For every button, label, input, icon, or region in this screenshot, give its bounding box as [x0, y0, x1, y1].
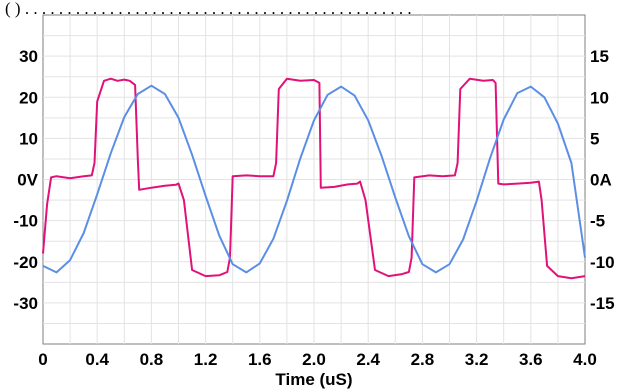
x-axis-title: Time (uS)	[275, 370, 352, 389]
grid	[43, 15, 585, 344]
x-tick-label: 2.8	[411, 350, 435, 369]
y-right-tick-label: 0A	[590, 171, 612, 190]
x-tick-label: 3.6	[519, 350, 543, 369]
y-left-tick-label: -30	[13, 294, 38, 313]
y-right-tick-label: 10	[590, 88, 609, 107]
x-tick-label: 2.0	[302, 350, 326, 369]
series-line-voltage	[42, 77, 586, 280]
x-tick-label: 2.4	[356, 350, 380, 369]
x-tick-label: 0.8	[140, 350, 164, 369]
tick-labels: 0 0.4 0.8 1.2 1.6 2.0 2.4 2.8 3.2 3.6 4.0 30 20 10 0V -…	[13, 47, 614, 369]
y-left-tick-label: 0V	[17, 171, 38, 190]
y-right-tick-label: -10	[590, 253, 615, 272]
x-tick-label: 1.2	[194, 350, 218, 369]
series-layer	[42, 77, 586, 280]
y-right-tick-label: -15	[590, 294, 615, 313]
y-left-tick-label: 10	[19, 129, 38, 148]
x-tick-label: 0.4	[85, 350, 109, 369]
y-left-tick-label: 30	[19, 47, 38, 66]
y-right-tick-label: 15	[590, 47, 609, 66]
top-caption: ( ) . . . . . . . . . . . . . . . . . . …	[5, 0, 412, 18]
series-line-current	[42, 84, 586, 274]
x-tick-label: 3.2	[465, 350, 489, 369]
x-tick-label: 4.0	[573, 350, 597, 369]
x-tick-label: 0	[38, 350, 47, 369]
y-left-tick-label: -10	[13, 212, 38, 231]
x-tick-label: 1.6	[248, 350, 272, 369]
y-left-tick-label: 20	[19, 88, 38, 107]
y-right-tick-label: 5	[590, 129, 599, 148]
y-right-tick-label: -5	[590, 212, 605, 231]
y-left-tick-label: -20	[13, 253, 38, 272]
